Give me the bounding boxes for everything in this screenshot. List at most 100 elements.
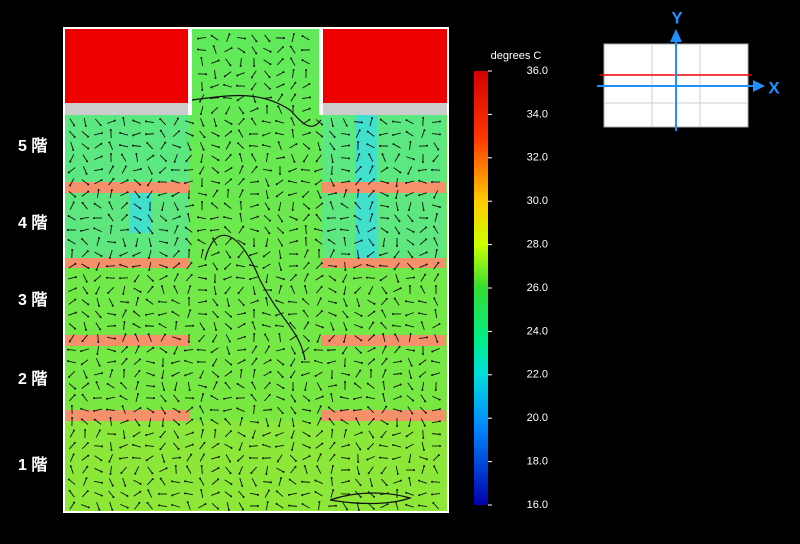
flow-arrow-head: [295, 143, 298, 146]
flow-arrow-head: [418, 494, 421, 497]
flow-arrow: [343, 322, 347, 330]
flow-arrow-head: [113, 433, 116, 436]
flow-arrow: [380, 478, 388, 486]
flow-arrow: [263, 263, 271, 269]
flow-arrow: [213, 322, 217, 330]
flow-arrow: [94, 251, 102, 257]
flow-arrow-head: [301, 180, 304, 183]
flow-arrow: [83, 166, 87, 174]
flow-arrow: [356, 226, 360, 234]
flow-arrow: [135, 298, 139, 306]
flow-arrow: [162, 417, 164, 427]
flow-arrow-head: [256, 493, 259, 496]
flow-arrow: [211, 347, 219, 353]
flow-arrow: [291, 154, 295, 162]
flow-arrow-head: [200, 160, 203, 163]
flow-arrow-head: [107, 213, 110, 216]
flow-arrow-head: [237, 142, 240, 145]
flow-arrow-head: [243, 335, 246, 338]
flow-arrow-head: [354, 291, 357, 294]
flow-arrow: [120, 132, 128, 136]
flow-arrow-head: [425, 217, 428, 220]
flow-arrow-head: [145, 434, 148, 437]
flow-arrow-head: [86, 250, 89, 253]
flow-arrow-head: [408, 285, 411, 288]
flow-arrow: [250, 204, 258, 208]
flow-arrow-head: [80, 350, 83, 353]
flow-arrow-head: [87, 183, 90, 186]
flow-arrow: [120, 420, 128, 424]
flow-arrow-head: [210, 229, 213, 232]
flow-arrow: [147, 178, 153, 186]
flow-arrow: [302, 346, 310, 354]
flow-arrow-head: [100, 494, 103, 497]
flow-arrow: [304, 286, 308, 294]
flow-arrow: [68, 191, 76, 197]
flow-arrow: [291, 118, 295, 126]
flow-arrow: [94, 408, 102, 412]
cool-spot: [130, 193, 152, 233]
flow-arrow-head: [290, 364, 293, 367]
flow-arrow-head: [269, 96, 272, 99]
flow-arrow: [123, 321, 125, 331]
flow-arrow-head: [265, 472, 268, 475]
flow-arrow-head: [152, 411, 155, 414]
flow-arrow-head: [165, 275, 168, 278]
flow-arrow: [251, 478, 257, 486]
flow-arrow-head: [418, 479, 421, 482]
flow-arrow-head: [111, 484, 114, 487]
flow-arrow: [212, 238, 218, 246]
flow-arrow: [184, 204, 194, 208]
flow-arrow-head: [436, 340, 439, 343]
flow-arrow: [120, 382, 128, 390]
flow-arrow-head: [72, 429, 75, 432]
flow-arrow-head: [138, 424, 141, 427]
flow-arrow-head: [342, 340, 345, 343]
flow-arrow: [393, 408, 401, 412]
flow-arrow-head: [223, 202, 226, 205]
flow-arrow-head: [357, 256, 360, 259]
flow-arrow: [109, 250, 113, 258]
flow-arrow-head: [438, 206, 441, 209]
flow-arrow: [288, 313, 298, 315]
flow-arrow-head: [405, 446, 408, 449]
flow-arrow: [172, 180, 180, 184]
flow-arrow-head: [412, 276, 415, 279]
flow-arrow: [224, 479, 232, 485]
flow-arrow-head: [306, 273, 309, 276]
flow-arrow-head: [359, 177, 362, 180]
flow-arrow: [354, 166, 362, 174]
flow-arrow-head: [288, 493, 291, 496]
flow-arrow: [109, 502, 113, 510]
flow-arrow-head: [146, 142, 149, 145]
flow-arrow-head: [250, 88, 253, 91]
flow-arrow-head: [73, 501, 76, 504]
flow-arrow: [224, 84, 232, 88]
flow-arrow-head: [275, 490, 278, 493]
flow-arrow: [379, 204, 389, 208]
flow-arrow: [83, 370, 87, 378]
flow-arrow-head: [438, 420, 441, 423]
flow-arrow: [147, 490, 153, 498]
flow-arrow: [108, 298, 114, 306]
flow-arrow-head: [302, 351, 305, 354]
flow-arrow: [263, 371, 271, 377]
flow-arrow-head: [421, 388, 424, 391]
flow-arrow: [330, 490, 334, 498]
flow-arrow-head: [256, 299, 259, 302]
flow-arrow-head: [132, 144, 135, 147]
flow-arrow: [369, 202, 373, 210]
colorbar-tick-label: 32.0: [527, 152, 548, 164]
flow-arrow: [95, 430, 101, 438]
flow-arrow-head: [241, 417, 244, 420]
flow-arrow: [340, 157, 350, 159]
flow-arrow-head: [405, 119, 408, 122]
flow-arrow: [249, 181, 259, 183]
flow-arrow: [406, 119, 414, 125]
flow-arrow: [146, 299, 154, 305]
flow-arrow: [146, 347, 154, 353]
flow-arrow: [262, 168, 272, 172]
flow-arrow: [175, 321, 177, 331]
flow-arrow-head: [176, 225, 179, 228]
flow-arrow-head: [353, 277, 356, 280]
